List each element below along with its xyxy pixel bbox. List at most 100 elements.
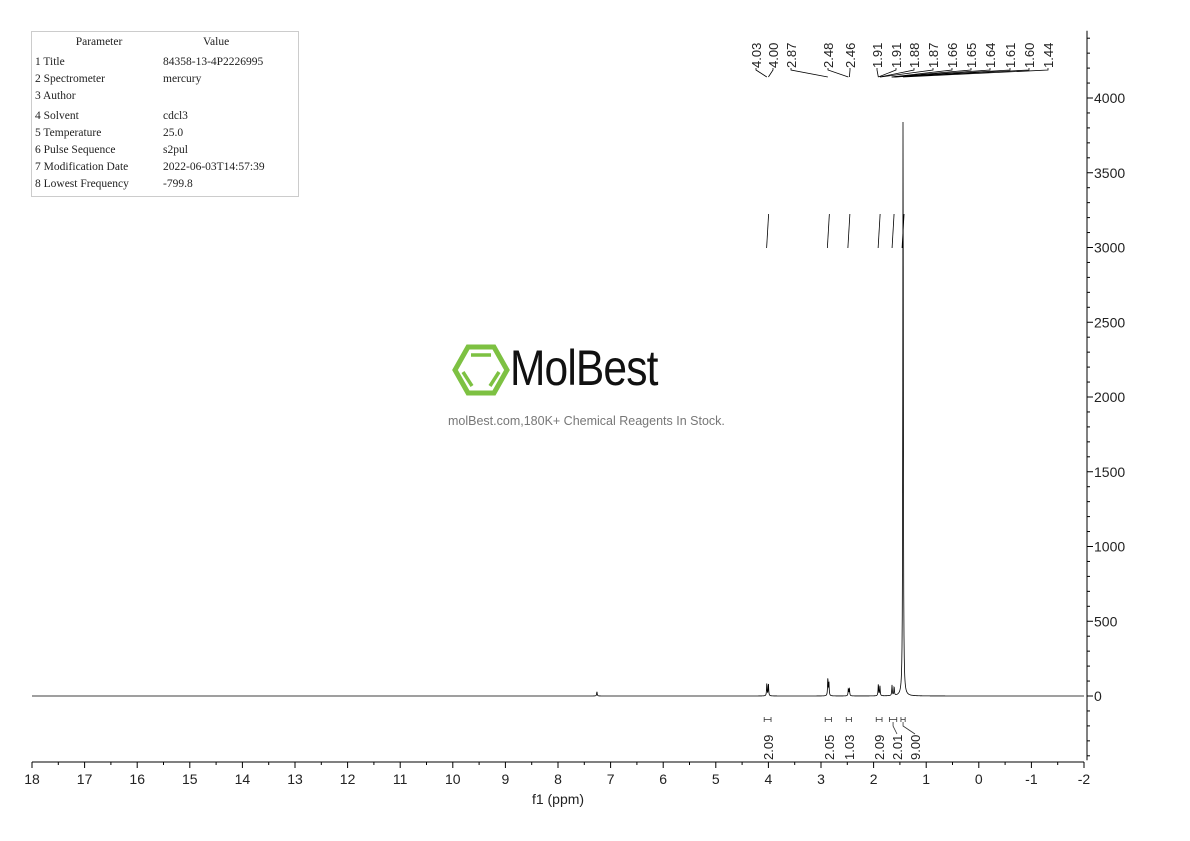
- x-tick-label: 16: [129, 771, 145, 787]
- peak-label-connector: [894, 68, 1030, 78]
- x-tick-label: 11: [393, 771, 408, 787]
- integral-value: 1.03: [842, 735, 857, 760]
- integral-value: 2.01: [890, 735, 905, 760]
- x-tick-label: 6: [659, 771, 667, 787]
- x-tick-label: 0: [975, 771, 983, 787]
- integral-connector: [902, 722, 916, 735]
- y-tick-label: 500: [1094, 613, 1118, 629]
- x-tick-label: -1: [1025, 771, 1038, 787]
- integral-trace: [891, 213, 895, 249]
- parameter-row: 3 Author: [32, 88, 298, 105]
- peak-label-connector: [827, 68, 849, 78]
- parameter-row: 7 Modification Date 2022-06-03T14:57:39: [32, 159, 298, 176]
- peak-label-connector: [849, 68, 851, 78]
- peak-label: 4.00: [766, 43, 781, 68]
- integral-trace: [766, 213, 770, 249]
- peak-label-connector: [880, 68, 934, 78]
- parameter-row: 8 Lowest Frequency -799.8: [32, 176, 298, 193]
- x-tick-label: 18: [24, 771, 40, 787]
- brand-tagline: molBest.com,180K+ Chemical Reagents In S…: [448, 414, 725, 428]
- integral-connector: [892, 722, 898, 735]
- peak-label: 1.87: [926, 43, 941, 68]
- header-parameter: Parameter: [75, 36, 123, 48]
- parameter-value: -799.8: [163, 178, 193, 190]
- peak-label-connector: [790, 68, 828, 78]
- parameter-table-header: Parameter Value: [32, 34, 298, 51]
- y-tick-label: 4000: [1094, 90, 1125, 106]
- integral-trace: [826, 213, 830, 249]
- parameter-key: 5 Temperature: [35, 127, 102, 139]
- parameter-value: s2pul: [163, 144, 188, 156]
- parameter-row: 6 Pulse Sequence s2pul: [32, 142, 298, 159]
- peak-label: 1.61: [1003, 43, 1018, 68]
- y-tick-label: 0: [1094, 688, 1102, 704]
- integral-bracket: [763, 717, 772, 722]
- y-tick-label: 2000: [1094, 389, 1125, 405]
- integral-trace: [877, 213, 881, 249]
- integral-bracket: [845, 717, 852, 722]
- parameter-key: 1 Title: [35, 56, 65, 68]
- parameter-key: 7 Modification Date: [35, 161, 129, 173]
- x-tick-label: -2: [1078, 771, 1091, 787]
- parameter-key: 3 Author: [35, 90, 76, 102]
- peak-label: 2.46: [843, 43, 858, 68]
- peak-label: 1.65: [964, 43, 979, 68]
- integral-bracket: [824, 717, 832, 722]
- parameter-key: 4 Solvent: [35, 110, 79, 122]
- peak-label-connector: [768, 68, 774, 78]
- y-tick-label: 1500: [1094, 464, 1125, 480]
- peak-label-connector: [892, 68, 991, 78]
- x-tick-label: 17: [77, 771, 93, 787]
- peak-label-connector: [876, 68, 879, 78]
- x-tick-label: 8: [554, 771, 562, 787]
- parameter-row: 4 Solvent cdcl3: [32, 108, 298, 125]
- x-tick-label: 10: [445, 771, 461, 787]
- integral-trace: [847, 213, 851, 249]
- integral-value: 2.09: [761, 735, 776, 760]
- integral-bracket: [900, 717, 906, 722]
- x-tick-label: 12: [340, 771, 356, 787]
- integral-value: 2.09: [872, 735, 887, 760]
- peak-label: 1.60: [1022, 43, 1037, 68]
- molbest-watermark: MolBest molBest.com,180K+ Chemical Reage…: [448, 340, 750, 440]
- x-tick-label: 4: [765, 771, 773, 787]
- peak-label: 1.64: [983, 43, 998, 68]
- spectrum-line: [32, 122, 1084, 697]
- integral-value: 2.05: [822, 735, 837, 760]
- x-tick-label: 5: [712, 771, 720, 787]
- x-tick-label: 7: [607, 771, 615, 787]
- x-tick-label: 2: [870, 771, 878, 787]
- x-tick-label: 14: [235, 771, 251, 787]
- parameter-value: mercury: [163, 73, 202, 85]
- parameter-value: 84358-13-4P2226995: [163, 56, 264, 68]
- peak-label: 1.91: [889, 43, 904, 68]
- peak-label: 2.87: [784, 43, 799, 68]
- peak-label-connector: [755, 68, 768, 78]
- integral-value: 9.00: [908, 735, 923, 760]
- peak-label: 1.44: [1041, 43, 1056, 68]
- integral-bracket: [888, 717, 898, 722]
- y-tick-label: 1000: [1094, 539, 1125, 555]
- parameter-key: 8 Lowest Frequency: [35, 178, 129, 190]
- integral-trace: [901, 213, 905, 249]
- parameter-value: cdcl3: [163, 110, 188, 122]
- peak-label: 1.91: [870, 43, 885, 68]
- parameter-table: Parameter Value 1 Title 84358-13-4P222699…: [31, 31, 299, 197]
- brand-name: MolBest: [510, 340, 658, 396]
- peak-label: 1.66: [945, 43, 960, 68]
- y-tick-label: 3000: [1094, 240, 1125, 256]
- x-tick-label: 9: [502, 771, 510, 787]
- parameter-row: 2 Spectrometer mercury: [32, 71, 298, 88]
- x-tick-label: 13: [287, 771, 303, 787]
- y-tick-label: 2500: [1094, 314, 1125, 330]
- parameter-key: 6 Pulse Sequence: [35, 144, 116, 156]
- y-tick-label: 3500: [1094, 165, 1125, 181]
- x-tick-label: 15: [182, 771, 198, 787]
- x-tick-label: 3: [817, 771, 825, 787]
- peak-label-connector: [891, 68, 972, 78]
- parameter-row: 5 Temperature 25.0: [32, 125, 298, 142]
- peak-label-connector: [878, 68, 897, 78]
- integral-bracket: [875, 717, 883, 722]
- peak-label-connector: [903, 68, 1049, 78]
